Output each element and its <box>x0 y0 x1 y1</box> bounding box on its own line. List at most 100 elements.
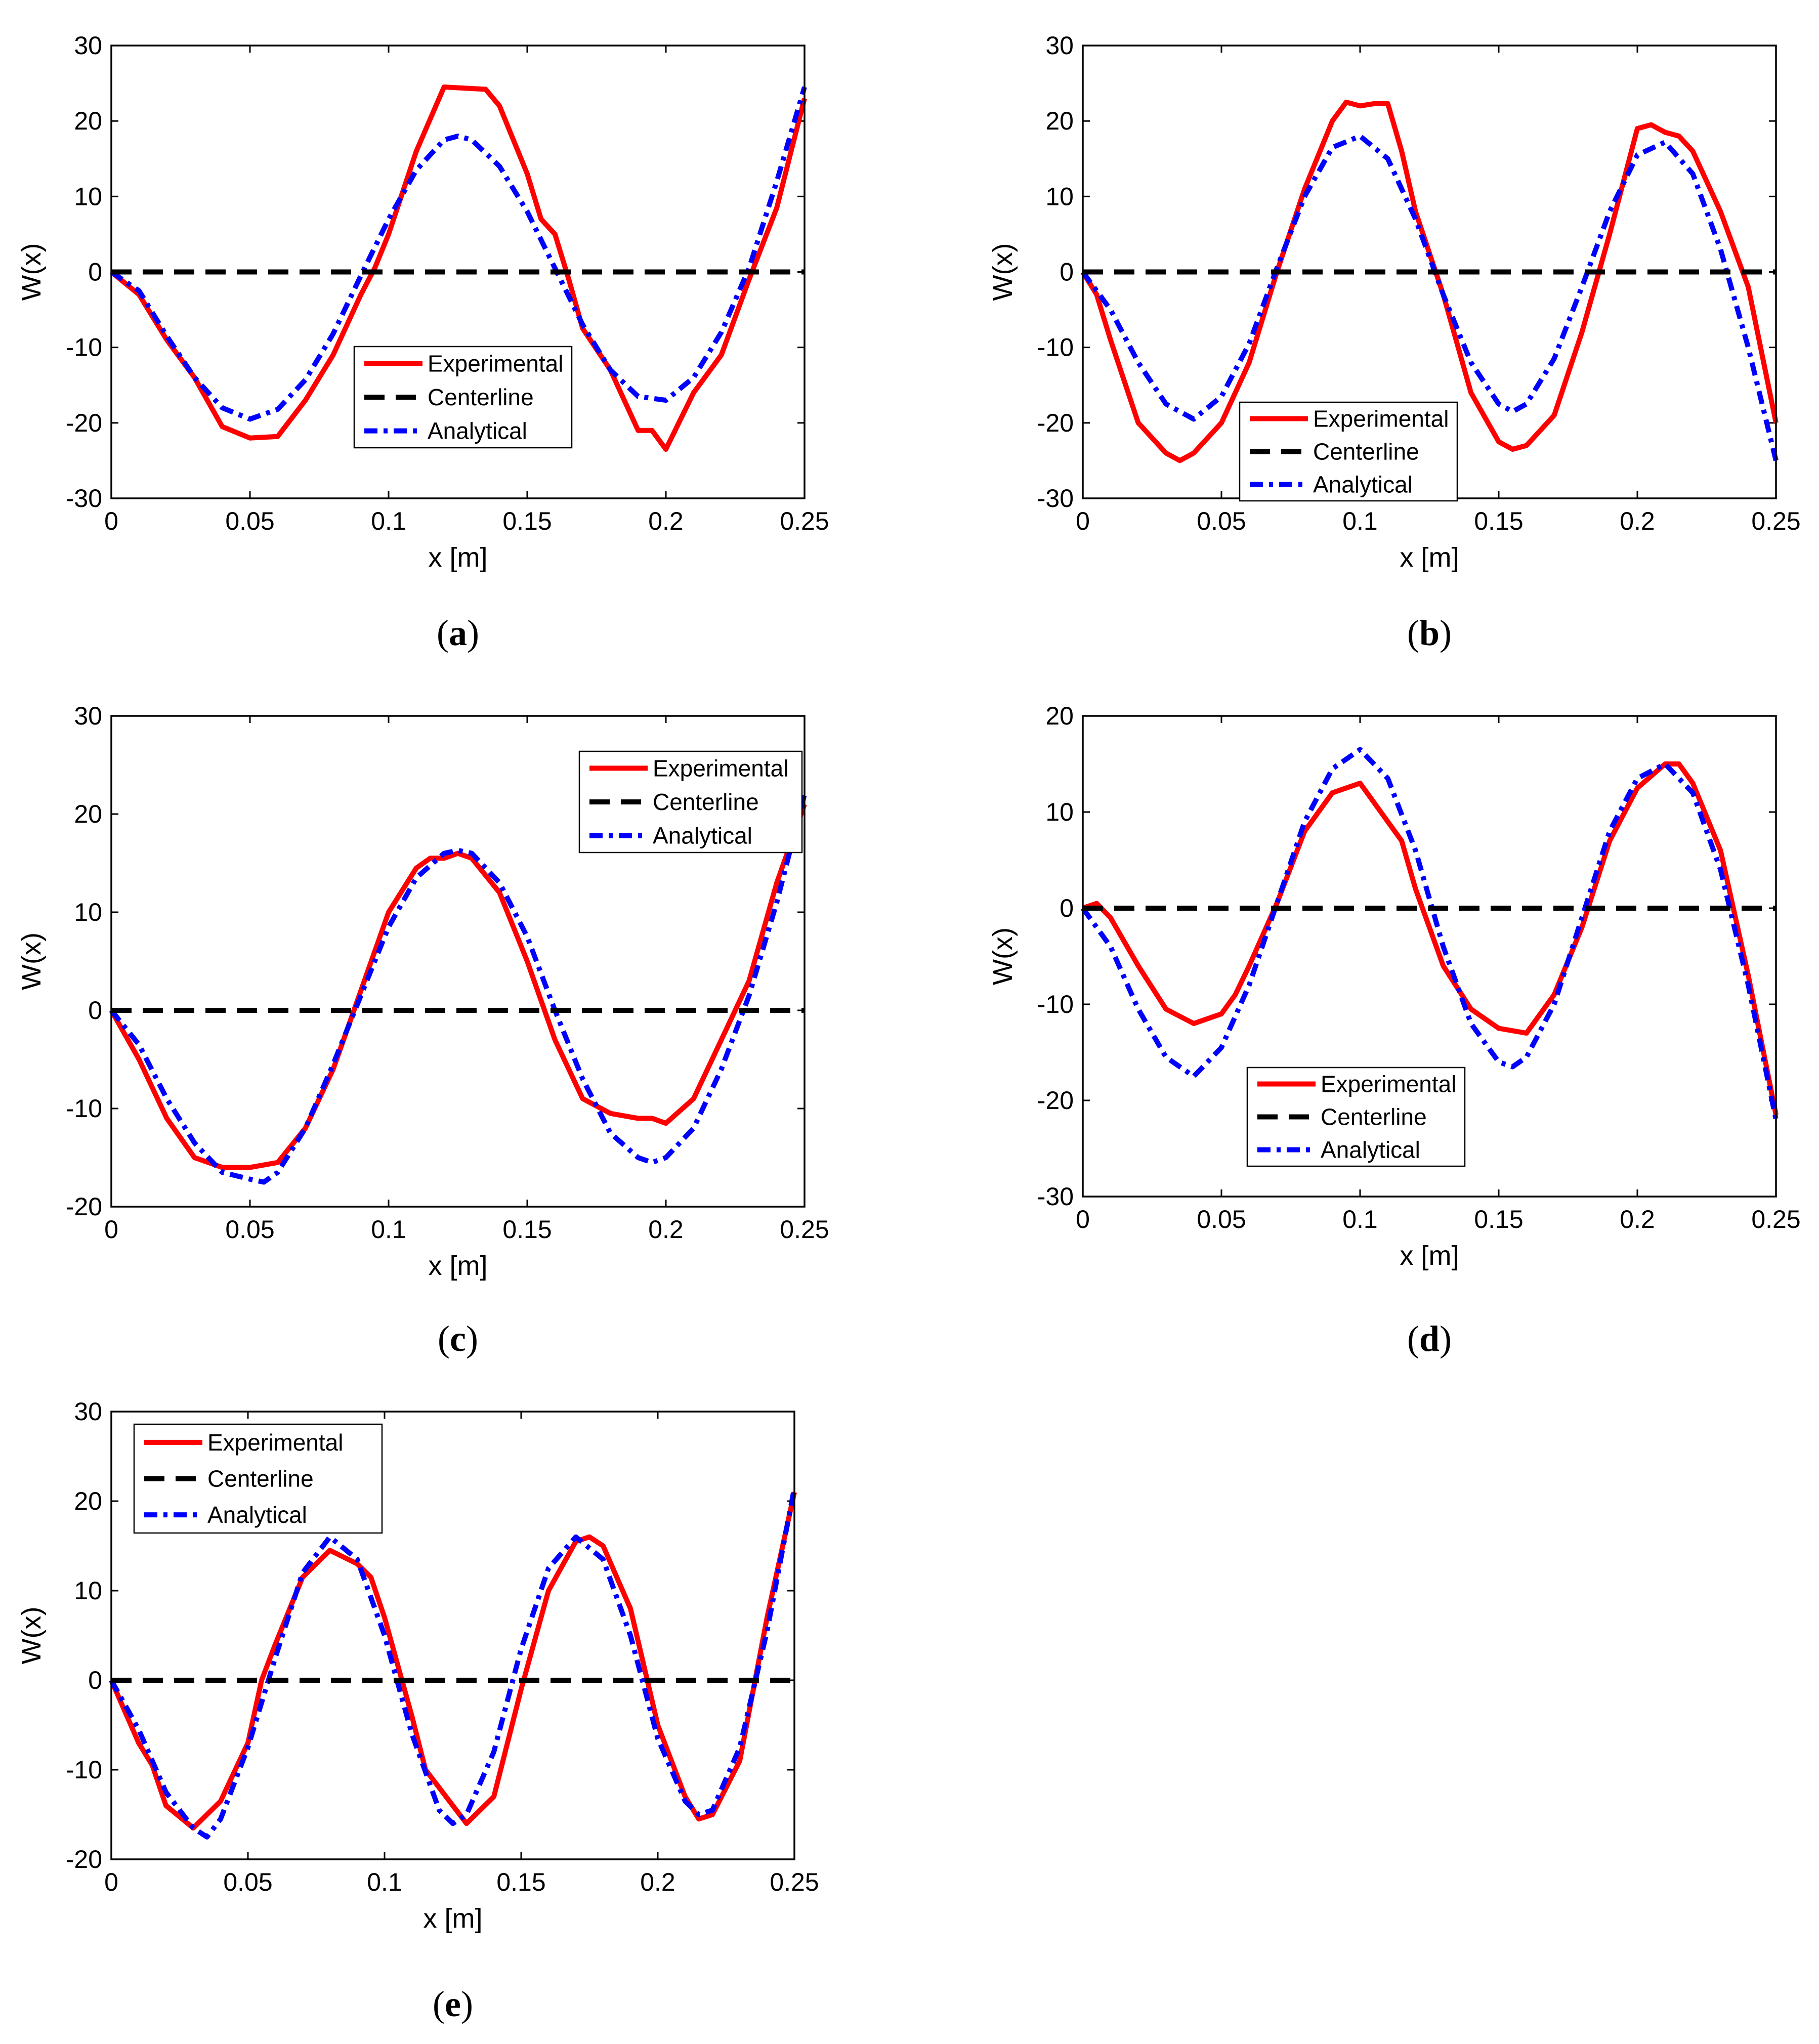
y-axis-label: W(x) <box>16 932 47 990</box>
y-tick-label: 10 <box>1045 182 1074 210</box>
y-tick-label: -20 <box>66 409 102 437</box>
plot-frame <box>110 715 806 1208</box>
x-tick-label: 0 <box>1076 507 1090 535</box>
y-tick-label: -20 <box>1037 409 1074 437</box>
x-tick-label: 0.25 <box>780 507 829 535</box>
series-line-experimental <box>1080 99 1779 463</box>
y-tick-label: 20 <box>74 107 102 135</box>
legend-label-analytical: Analytical <box>428 418 527 444</box>
panel-caption: (c) <box>438 1318 478 1359</box>
y-tick-label: 30 <box>74 1397 102 1426</box>
series-line-analytical <box>109 1487 797 1840</box>
chart-panel-c: 0 0.05 0.1 0.15 0.2 0.25 -20 -10 0 10 20 30 x [m] W(x… <box>16 702 829 1359</box>
legend-label-experimental: Experimental <box>428 350 563 376</box>
plot-frame <box>110 1411 795 1860</box>
legend-label-centerline: Centerline <box>1321 1104 1427 1130</box>
y-tick-label: 10 <box>74 182 102 210</box>
legend: Experimental Centerline Analytical <box>353 346 573 449</box>
y-tick-label: -10 <box>66 1094 102 1123</box>
x-axis-label: x [m] <box>424 1903 483 1934</box>
y-tick-label: 0 <box>88 1666 102 1694</box>
y-axis-label: W(x) <box>988 243 1018 301</box>
y-tick-label: 20 <box>74 800 102 828</box>
x-tick-label: 0.2 <box>640 1868 675 1896</box>
x-tick-label: 0.2 <box>648 1215 684 1244</box>
legend-label-centerline: Centerline <box>653 789 759 815</box>
legend-label-experimental: Experimental <box>207 1429 343 1456</box>
legend-label-centerline: Centerline <box>207 1466 314 1492</box>
chart-panel-b: 0 0.05 0.1 0.15 0.2 0.25 -30 -20 -10 0 10 20 30 x [m]… <box>988 31 1801 653</box>
y-tick-label: -30 <box>1037 1182 1074 1211</box>
x-tick-label: 0.25 <box>780 1215 829 1244</box>
y-tick-label: -10 <box>66 333 102 362</box>
x-tick-label: 0.25 <box>1751 507 1800 535</box>
x-tick-label: 0.05 <box>223 1868 272 1896</box>
y-tick-label: 0 <box>1060 894 1074 922</box>
x-axis-label: x [m] <box>429 542 488 573</box>
series-line-experimental <box>109 1492 797 1831</box>
x-tick-label: 0 <box>104 1215 118 1244</box>
y-tick-label: 20 <box>1045 702 1074 730</box>
legend-label-analytical: Analytical <box>1321 1137 1420 1163</box>
x-tick-label: 0.15 <box>1474 507 1523 535</box>
x-tick-label: 0.15 <box>1474 1205 1523 1233</box>
x-tick-label: 0.05 <box>225 1215 274 1244</box>
x-tick-label: 0.1 <box>367 1868 402 1896</box>
y-tick-label: 0 <box>88 996 102 1025</box>
chart-panel-d: 0 0.05 0.1 0.15 0.2 0.25 -30 -20 -10 0 10 20 x [m] W(… <box>988 702 1801 1359</box>
panel-caption: (e) <box>433 1984 473 2024</box>
panel-caption: (a) <box>437 613 479 653</box>
y-tick-label: -20 <box>66 1845 102 1873</box>
series-line-analytical <box>1080 134 1779 461</box>
panel-caption: (b) <box>1407 613 1452 653</box>
series-line-analytical <box>109 793 807 1185</box>
x-axis-label: x [m] <box>1400 542 1459 573</box>
x-tick-label: 0.25 <box>1751 1205 1800 1233</box>
y-tick-label: 20 <box>1045 107 1074 135</box>
x-tick-label: 0.15 <box>502 507 552 535</box>
series-line-experimental <box>109 84 807 452</box>
x-tick-label: 0.1 <box>371 1215 406 1244</box>
x-tick-label: 0.05 <box>1197 507 1246 535</box>
y-tick-label: -10 <box>1037 333 1074 362</box>
series-line-analytical <box>1080 747 1779 1121</box>
x-tick-label: 0.05 <box>225 507 274 535</box>
legend: Experimental Centerline Analytical <box>133 1423 383 1534</box>
legend-label-experimental: Experimental <box>1321 1071 1456 1097</box>
legend-label-centerline: Centerline <box>428 384 534 410</box>
y-tick-label: -30 <box>66 484 102 513</box>
y-axis-label: W(x) <box>988 927 1018 985</box>
legend-label-experimental: Experimental <box>653 755 788 781</box>
panel-caption: (d) <box>1407 1318 1452 1359</box>
y-tick-label: 0 <box>88 258 102 286</box>
x-axis-label: x [m] <box>1400 1241 1459 1271</box>
y-tick-label: 30 <box>1045 31 1074 60</box>
y-tick-label: 30 <box>74 31 102 60</box>
x-tick-label: 0.25 <box>770 1868 819 1896</box>
legend: Experimental Centerline Analytical <box>578 750 803 854</box>
x-tick-label: 0.05 <box>1197 1205 1246 1233</box>
x-tick-label: 0.15 <box>496 1868 545 1896</box>
x-tick-label: 0.1 <box>371 507 406 535</box>
y-tick-label: 10 <box>1045 798 1074 826</box>
chart-panel-a: 0 0.05 0.1 0.15 0.2 0.25 -30 -20 -10 0 10 20 30 x [m]… <box>16 31 829 653</box>
x-tick-label: 0.2 <box>648 507 684 535</box>
legend-label-experimental: Experimental <box>1313 406 1449 432</box>
y-tick-label: -20 <box>66 1193 102 1221</box>
y-tick-label: 30 <box>74 702 102 730</box>
series-line-experimental <box>1082 761 1779 1116</box>
x-tick-label: 0 <box>1076 1205 1090 1233</box>
legend: Experimental Centerline Analytical <box>1239 401 1458 502</box>
y-tick-label: -20 <box>1037 1086 1074 1115</box>
chart-panel-e: 0 0.05 0.1 0.15 0.2 0.25 -20 -10 0 10 20 30 x [m] W(x… <box>16 1397 819 2024</box>
legend-label-analytical: Analytical <box>1313 472 1413 498</box>
y-tick-label: -30 <box>1037 484 1074 513</box>
y-tick-label: 10 <box>74 898 102 926</box>
x-tick-label: 0 <box>104 1868 118 1896</box>
legend-label-analytical: Analytical <box>653 823 752 849</box>
y-axis-label: W(x) <box>16 243 47 301</box>
x-axis-label: x [m] <box>429 1251 488 1281</box>
series-line-experimental <box>109 803 807 1170</box>
x-tick-label: 0.2 <box>1620 507 1655 535</box>
